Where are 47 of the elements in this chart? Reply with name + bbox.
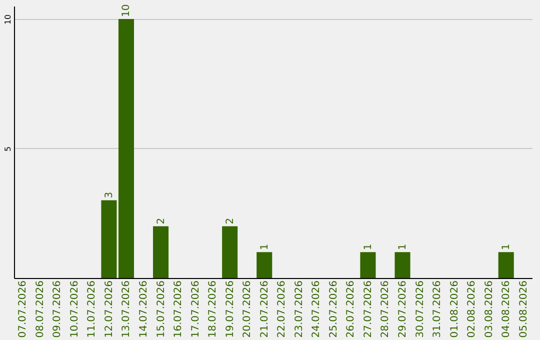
x-tick-label: 04.08.2026 (501, 280, 512, 338)
x-tick-label: 05.08.2026 (518, 280, 530, 338)
x-tick-label: 24.07.2026 (311, 280, 322, 338)
data-label: 1 (501, 244, 512, 250)
bar (101, 200, 117, 278)
x-tick-label: 11.07.2026 (86, 280, 98, 338)
x-tick-label: 14.07.2026 (138, 280, 150, 338)
data-label: 1 (362, 244, 374, 250)
x-tick-label: 13.07.2026 (121, 280, 132, 338)
x-tick-label: 31.07.2026 (432, 280, 444, 338)
x-tick-label: 29.07.2026 (398, 280, 408, 338)
x-tick-label: 26.07.2026 (346, 280, 357, 338)
bar (394, 252, 410, 278)
bar (222, 226, 238, 278)
data-label: 2 (224, 218, 236, 224)
bar (498, 252, 514, 278)
x-tick-label: 23.07.2026 (294, 280, 305, 338)
x-tick-label: 12.07.2026 (104, 280, 115, 338)
bar (256, 252, 272, 278)
bar (152, 226, 169, 278)
x-tick-label: 07.07.2026 (18, 280, 29, 338)
x-tick-label: 08.07.2026 (34, 280, 46, 338)
x-tick-label: 21.07.2026 (259, 280, 270, 338)
x-tick-label: 16.07.2026 (173, 280, 184, 338)
data-label: 10 (121, 4, 132, 17)
data-label: 1 (259, 244, 270, 250)
x-tick-label: 27.07.2026 (362, 280, 374, 338)
x-tick-label: 09.07.2026 (52, 280, 64, 338)
x-tick-label: 10.07.2026 (69, 280, 80, 338)
x-tick-label: 20.07.2026 (242, 280, 254, 338)
x-tick-label: 01.08.2026 (449, 280, 460, 338)
x-tick-label: 15.07.2026 (156, 280, 167, 338)
x-tick-label: 02.08.2026 (466, 280, 478, 338)
x-tick-label: 19.07.2026 (224, 280, 236, 338)
bar (118, 18, 134, 278)
x-tick-label: 22.07.2026 (276, 280, 288, 338)
data-label: 3 (104, 192, 115, 198)
x-tick-label: 25.07.2026 (328, 280, 340, 338)
y-tick-label: 5 (4, 146, 12, 152)
x-tick-label: 17.07.2026 (190, 280, 202, 338)
x-tick-label: 03.08.2026 (484, 280, 495, 338)
x-tick-label: 18.07.2026 (208, 280, 219, 338)
bar (360, 252, 376, 278)
x-tick-label: 28.07.2026 (380, 280, 392, 338)
data-label: 2 (156, 218, 167, 224)
data-label: 1 (398, 244, 408, 250)
x-tick-label: 30.07.2026 (414, 280, 426, 338)
